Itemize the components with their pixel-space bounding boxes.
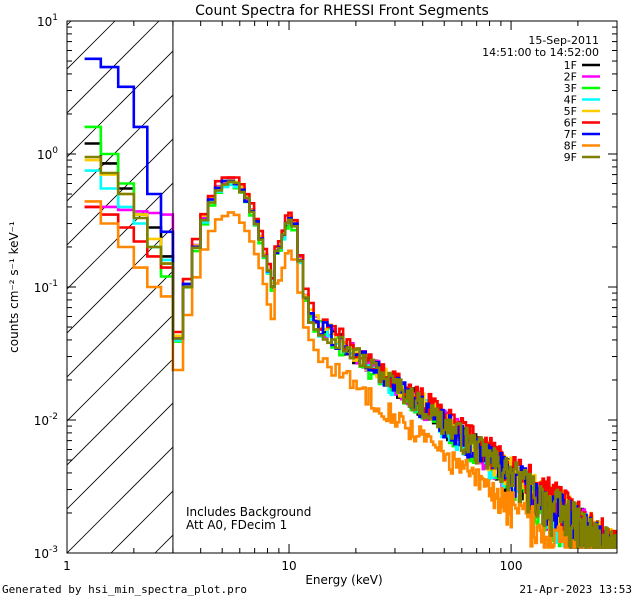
hatch-line: [67, 358, 173, 466]
annotation-attenuator: Att A0, FDecim 1: [186, 518, 287, 532]
x-axis-label: Energy (keV): [305, 573, 382, 587]
date-label: 15-Sep-2011: [528, 34, 599, 47]
hatch-line: [67, 226, 173, 334]
y-tick-label: 10-1: [34, 279, 58, 295]
legend-label-6F: 6F: [564, 117, 577, 130]
x-tick-label: 100: [500, 559, 523, 573]
y-tick-label: 100: [37, 146, 58, 162]
time-range-label: 14:51:00 to 14:52:00: [482, 46, 599, 59]
hatch-line: [67, 402, 173, 510]
hatch-line: [287, 21, 640, 553]
series-9F: [84, 155, 617, 549]
legend-label-9F: 9F: [564, 151, 577, 164]
y-tick-label: 10-2: [34, 412, 58, 428]
x-axis: 1 10 100: [63, 21, 618, 573]
y-axis-label: counts cm⁻² s⁻¹ keV⁻¹: [7, 221, 21, 353]
x-tick-label: 1: [63, 559, 71, 573]
hatch-line: [67, 446, 173, 553]
legend-label-7F: 7F: [564, 128, 577, 141]
x-tick-label: 10: [281, 559, 296, 573]
legend-label-3F: 3F: [564, 82, 577, 95]
y-axis: 101 100 10-1 10-2 10-3: [34, 13, 617, 561]
legend-label-2F: 2F: [564, 71, 577, 84]
legend-label-5F: 5F: [564, 105, 577, 118]
footer-timestamp: 21-Apr-2023 13:53: [519, 583, 632, 596]
annotation-background: Includes Background: [186, 505, 311, 519]
legend-label-4F: 4F: [564, 94, 577, 107]
hatch-line: [67, 50, 173, 158]
y-tick-label: 10-3: [34, 545, 58, 561]
series-7F: [84, 57, 617, 549]
hatch-line: [67, 21, 160, 114]
y-tick-label: 101: [37, 13, 58, 29]
hatch-line: [331, 21, 640, 553]
hatched-region: [67, 21, 640, 553]
chart-title: Count Spectra for RHESSI Front Segments: [195, 3, 489, 19]
footer-generated-by: Generated by hsi_min_spectra_plot.pro: [2, 583, 248, 596]
hatch-line: [67, 270, 173, 378]
hatch-line: [67, 94, 173, 202]
legend-label-8F: 8F: [564, 140, 577, 153]
legend-label-1F: 1F: [564, 59, 577, 72]
